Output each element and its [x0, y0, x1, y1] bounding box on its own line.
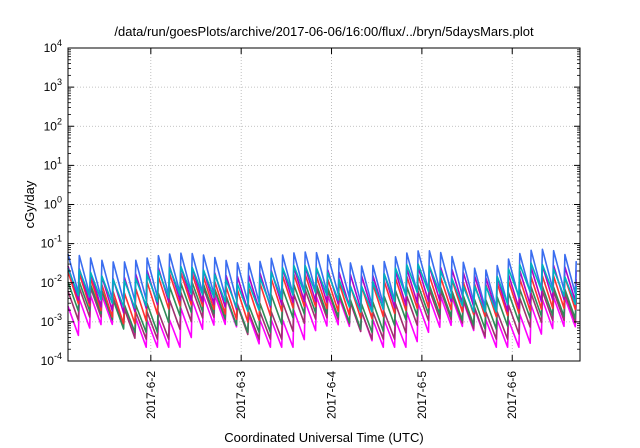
- y-tick-label: 102: [44, 116, 62, 133]
- series-group: [67, 248, 577, 348]
- x-axis: 2017-6-2 2017-6-3 2017-6-4 2017-6-5 2017-6-6: [144, 48, 519, 419]
- y-axis-title: cGy/day: [22, 180, 37, 228]
- grid: [68, 48, 580, 361]
- x-tick-label: 2017-6-3: [234, 371, 248, 419]
- x-tick-label: 2017-6-4: [325, 371, 339, 419]
- y-tick-label: 10-2: [41, 273, 62, 290]
- y-tick-label: 10-4: [41, 351, 62, 368]
- x-tick-label: 2017-6-6: [505, 371, 519, 419]
- series-line: [67, 286, 577, 340]
- y-tick-label: 10-1: [41, 234, 62, 251]
- series-line: [67, 262, 577, 313]
- y-tick-label: 100: [44, 195, 62, 212]
- y-tick-label: 10-3: [41, 312, 62, 329]
- series-line: [67, 294, 577, 348]
- y-tick-label: 103: [44, 77, 62, 94]
- series-line: [67, 281, 577, 334]
- x-axis-title: Coordinated Universal Time (UTC): [224, 430, 423, 445]
- y-axis: 10-4 10-3 10-2 10-1 100 101 102 103 104: [41, 38, 580, 368]
- x-tick-label: 2017-6-5: [415, 371, 429, 419]
- x-tick-label: 2017-6-2: [144, 371, 158, 419]
- y-tick-label: 101: [44, 155, 62, 172]
- chart-title: /data/run/goesPlots/archive/2017-06-06/1…: [114, 24, 534, 39]
- series-line: [67, 271, 577, 325]
- y-tick-label: 104: [44, 38, 62, 55]
